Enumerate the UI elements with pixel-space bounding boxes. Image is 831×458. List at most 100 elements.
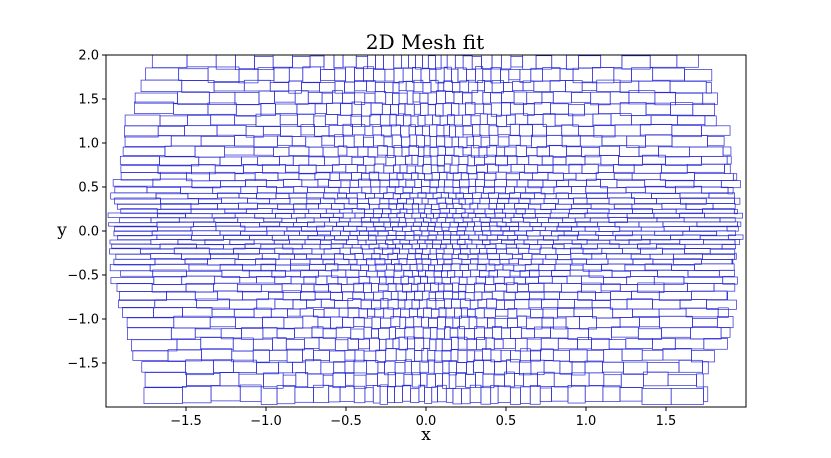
mesh-cell	[444, 136, 453, 148]
mesh-cell	[220, 180, 246, 187]
mesh-cell	[716, 316, 734, 329]
mesh-cell	[324, 235, 335, 241]
mesh-cell	[281, 217, 297, 223]
mesh-cell	[429, 327, 438, 340]
mesh-cell	[563, 173, 577, 180]
mesh-cell	[257, 203, 279, 209]
mesh-cell	[551, 386, 569, 402]
mesh-cell	[293, 186, 308, 194]
mesh-cell	[508, 69, 521, 81]
mesh-cell	[517, 247, 530, 254]
mesh-cell	[706, 299, 737, 310]
mesh-cell	[659, 315, 693, 329]
mesh-cell	[322, 146, 339, 158]
mesh-cell	[556, 180, 570, 187]
mesh-cell	[273, 67, 290, 83]
mesh-cell	[238, 68, 259, 84]
mesh-cell	[368, 264, 377, 272]
mesh-cell	[398, 92, 408, 104]
mesh-cell	[347, 307, 360, 319]
mesh-cell	[372, 213, 382, 218]
mesh-cell	[424, 282, 431, 292]
mesh-cell	[322, 328, 337, 339]
mesh-cell	[661, 164, 688, 174]
mesh-cell	[578, 55, 602, 69]
mesh-cell	[422, 54, 429, 69]
mesh-cell	[540, 243, 553, 249]
mesh-cell	[114, 186, 148, 194]
mesh-cell	[501, 102, 512, 116]
mesh-cell	[415, 54, 423, 70]
mesh-cell	[419, 360, 429, 373]
mesh-cell	[557, 254, 572, 261]
mesh-cell	[422, 327, 431, 339]
mesh-cell	[424, 208, 432, 215]
mesh-cell	[470, 115, 481, 125]
mesh-cell	[600, 155, 619, 166]
mesh-cell	[619, 284, 639, 292]
mesh-cells	[107, 54, 744, 405]
mesh-cell	[356, 226, 367, 232]
mesh-cell	[505, 212, 515, 219]
mesh-cell	[387, 386, 395, 404]
mesh-cell	[385, 338, 394, 349]
mesh-cell	[219, 230, 241, 236]
mesh-cell	[651, 193, 681, 199]
mesh-cell	[468, 173, 478, 180]
mesh-cell	[342, 317, 355, 328]
mesh-cell	[393, 145, 403, 157]
mesh-cell	[727, 187, 734, 195]
mesh-cell	[418, 208, 426, 214]
mesh-cell	[526, 91, 543, 105]
mesh-cell	[369, 338, 380, 352]
mesh-cell	[464, 292, 475, 301]
mesh-cell	[481, 291, 493, 300]
mesh-cell	[234, 92, 260, 105]
mesh-cell	[279, 155, 294, 166]
mesh-cell	[625, 186, 646, 193]
mesh-cell	[305, 359, 322, 375]
mesh-cell	[544, 193, 557, 199]
mesh-cell	[540, 338, 559, 351]
mesh-cell	[361, 186, 372, 194]
mesh-cell	[119, 291, 167, 301]
mesh-cell	[332, 213, 344, 218]
mesh-cell	[559, 361, 573, 375]
mesh-cell	[687, 282, 715, 292]
mesh-cell	[185, 213, 213, 219]
mesh-cell	[539, 387, 552, 402]
mesh-cell	[641, 349, 664, 361]
mesh-cell	[621, 348, 643, 361]
mesh-cell	[506, 247, 519, 255]
mesh-cell	[376, 239, 386, 245]
mesh-cell	[324, 156, 340, 166]
mesh-cell	[384, 68, 395, 82]
mesh-cell	[734, 252, 737, 260]
mesh-cell	[379, 384, 388, 405]
mesh-cell	[437, 146, 446, 156]
mesh-cell	[259, 248, 276, 255]
mesh-cell	[462, 55, 473, 70]
mesh-cell	[737, 221, 742, 227]
mesh-cell	[709, 248, 736, 255]
mesh-cell	[415, 259, 423, 265]
mesh-cell	[607, 258, 634, 265]
mesh-cell	[555, 248, 571, 255]
mesh-cell	[457, 164, 468, 173]
mesh-cell	[442, 253, 453, 260]
mesh-cell	[482, 348, 492, 362]
mesh-cell	[543, 291, 560, 301]
mesh-cell	[366, 80, 376, 93]
mesh-cell	[292, 299, 307, 310]
mesh-cell	[652, 67, 685, 81]
mesh-cell	[557, 338, 578, 350]
mesh-cell	[377, 361, 385, 374]
mesh-cell	[253, 135, 278, 148]
y-axis-ticks: 2.0 1.5 1.0 0.5 0.0 −0.5 −1.0 −1.5	[67, 49, 106, 372]
mesh-cell	[504, 300, 515, 310]
mesh-cell	[430, 217, 438, 223]
mesh-cell	[479, 124, 490, 137]
mesh-cell	[452, 388, 462, 405]
mesh-cell	[462, 270, 472, 278]
mesh-cell	[542, 258, 557, 265]
